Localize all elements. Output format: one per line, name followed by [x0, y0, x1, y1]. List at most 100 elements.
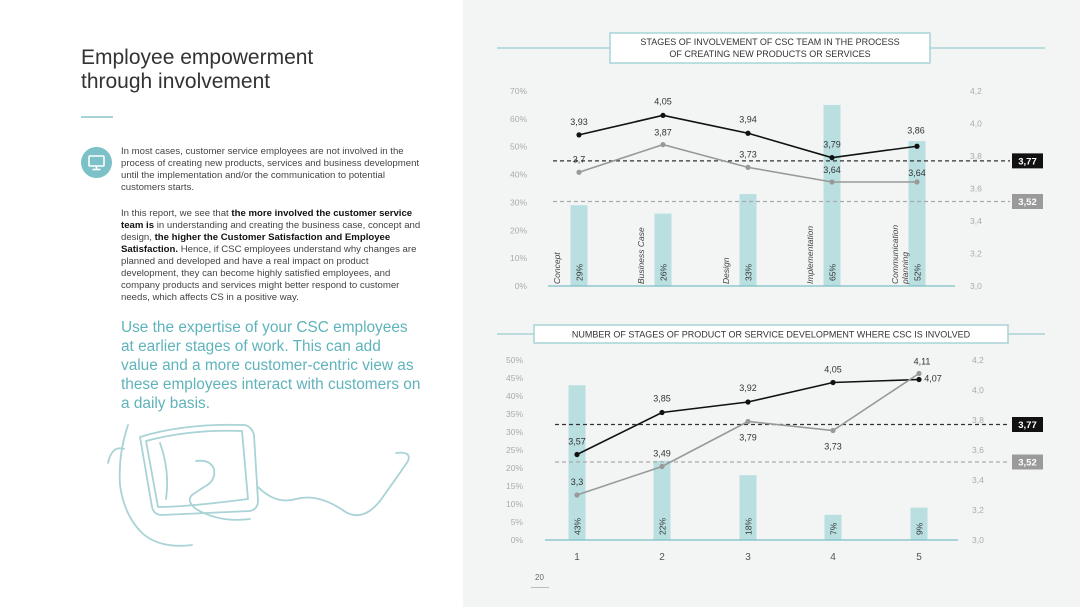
y-right-tick-label: 3,4: [970, 216, 982, 226]
charts-panel: [463, 0, 1080, 607]
series-gray-point: [660, 142, 666, 148]
reference-label: 3,52: [1018, 197, 1037, 208]
bar-value-label: 18%: [744, 518, 754, 535]
category-label: 2: [659, 552, 665, 563]
series-gray-point: [829, 179, 835, 185]
bar: [739, 194, 757, 286]
bar: [653, 460, 671, 540]
hand-tablet-illustration: [107, 423, 410, 547]
page-number-rule: [531, 587, 549, 588]
bar-value-label: 43%: [573, 518, 583, 535]
series-gray-point: [576, 169, 582, 175]
y-right-tick-label: 4,2: [970, 86, 982, 96]
category-label: Concept: [552, 252, 562, 284]
findings-rest: Hence, if CSC employees understand why c…: [121, 244, 417, 303]
reference-label-box: [1012, 153, 1043, 169]
y-right-tick-label: 3,2: [970, 249, 982, 259]
series-value-label: 4,05: [654, 96, 672, 106]
findings-intro: In this report, we see that: [121, 208, 232, 219]
y-right-tick-label: 4,0: [970, 119, 982, 129]
series-dark-point: [829, 155, 835, 161]
reference-label-box: [1012, 454, 1043, 470]
bar: [910, 507, 928, 540]
series-value-label: 3,87: [654, 128, 672, 138]
reference-label: 3,52: [1018, 458, 1037, 469]
y-left-tick-label: 40%: [506, 391, 523, 401]
category-label: Business Case: [636, 227, 646, 284]
y-right-tick-label: 3,0: [972, 535, 984, 545]
series-gray-point: [916, 370, 922, 377]
bar-value-label: 22%: [658, 518, 668, 535]
series-dark-point: [574, 451, 580, 458]
series-value-label: 4,05: [824, 365, 842, 375]
series-value-label: 3,73: [739, 149, 757, 159]
page-number: 20: [535, 573, 544, 582]
category-label: Communication: [890, 225, 900, 284]
text-panel: Employee empowerment through involvement…: [0, 0, 463, 607]
monitor-icon: [81, 147, 112, 178]
category-label: planning: [900, 252, 910, 285]
bar: [739, 475, 757, 540]
y-left-tick-label: 20%: [506, 463, 523, 473]
series-dark-point: [576, 132, 582, 138]
y-right-tick-label: 3,4: [972, 475, 984, 485]
y-left-tick-label: 45%: [506, 373, 523, 383]
findings-bold-2: the higher the Customer Satisfaction and…: [121, 232, 391, 255]
series-dark-point: [659, 409, 665, 416]
bar: [908, 141, 926, 286]
series-gray-point: [574, 492, 580, 498]
category-label: 1: [574, 552, 580, 563]
series-value-label: 3,3: [571, 477, 584, 487]
y-left-tick-label: 50%: [510, 142, 527, 152]
y-left-tick-label: 10%: [510, 253, 527, 263]
series-dark-point: [916, 376, 922, 383]
series-dark-point: [660, 112, 666, 118]
series-dark-point: [745, 130, 751, 136]
y-left-tick-label: 15%: [506, 481, 523, 491]
y-left-tick-label: 35%: [506, 409, 523, 419]
category-label: Design: [721, 257, 731, 284]
bar: [823, 104, 841, 286]
findings-bold-1: the more involved the customer service t…: [121, 208, 413, 231]
reference-label: 3,77: [1018, 420, 1037, 431]
series-value-label: 3,79: [739, 433, 757, 443]
y-left-tick-label: 50%: [506, 355, 523, 365]
series-value-label: 4,11: [914, 357, 931, 367]
y-left-tick-label: 30%: [506, 427, 523, 437]
bar: [570, 205, 588, 286]
series-value-label: 3,79: [823, 140, 841, 150]
y-left-tick-label: 40%: [510, 170, 527, 180]
category-label: 5: [916, 552, 922, 563]
findings-paragraph: In this report, we see that the more inv…: [121, 208, 426, 304]
y-left-tick-label: 10%: [506, 499, 523, 509]
series-dark-point: [914, 143, 920, 149]
page-title: Employee empowerment through involvement: [81, 46, 411, 94]
series-value-label: 3,86: [907, 125, 925, 135]
series-value-label: 3,92: [739, 383, 757, 393]
chart-title: NUMBER OF STAGES OF PRODUCT OR SERVICE D…: [572, 330, 971, 340]
page-title-line2: through involvement: [81, 70, 271, 93]
bar: [824, 514, 842, 540]
y-right-tick-label: 3,6: [972, 445, 984, 455]
series-value-label: 3,57: [568, 437, 586, 447]
series-value-label: 3,64: [823, 165, 841, 175]
series-value-label: 3,49: [653, 449, 671, 459]
highlight-quote: Use the expertise of your CSC employees …: [121, 319, 421, 412]
series-value-label: 4,07: [924, 374, 942, 384]
series-value-label: 3,64: [908, 168, 926, 178]
findings-mid: in understanding and creating the busine…: [121, 220, 421, 243]
chart-title-box: [609, 32, 931, 64]
series-dark-point: [745, 399, 751, 405]
y-left-tick-label: 0%: [511, 535, 524, 545]
category-label: 4: [830, 552, 836, 563]
series-value-label: 3,73: [824, 442, 842, 452]
series-gray-point: [830, 427, 836, 434]
series-value-label: 3,85: [653, 394, 671, 404]
y-left-tick-label: 30%: [510, 197, 527, 207]
chart-title-box: [533, 324, 1009, 344]
category-label: 3: [745, 552, 751, 563]
bar-value-label: 29%: [575, 264, 585, 281]
y-right-tick-label: 4,0: [972, 385, 984, 395]
